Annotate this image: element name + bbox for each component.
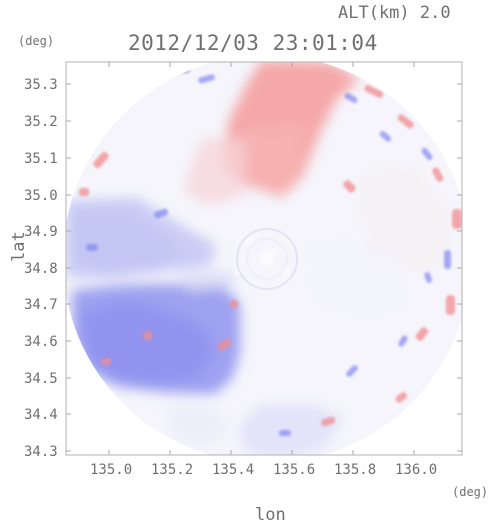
y-axis-unit: (deg) — [18, 34, 54, 48]
y-axis-ticks — [66, 83, 462, 452]
y-tick-label: 34.6 — [24, 334, 58, 350]
x-tick-label: 135.2 — [151, 462, 193, 478]
x-tick-label: 135.8 — [334, 462, 376, 478]
y-tick-label: 35.2 — [24, 114, 58, 130]
x-tick-label: 135.0 — [90, 462, 132, 478]
x-tick-labels: 135.0 135.2 135.4 135.6 135.8 136.0 — [90, 462, 437, 478]
y-tick-label: 34.7 — [24, 297, 58, 313]
y-tick-labels: 35.3 35.2 35.1 35.0 34.9 34.8 34.7 34.6 … — [24, 77, 58, 460]
y-tick-label: 34.8 — [24, 261, 58, 277]
x-axis-unit: (deg) — [452, 485, 488, 499]
radar-field — [66, 62, 462, 455]
y-tick-label: 35.0 — [24, 188, 58, 204]
y-axis-title: lat — [9, 231, 29, 262]
altitude-label: ALT(km) 2.0 — [338, 3, 451, 23]
x-axis-title: lon — [255, 505, 286, 521]
y-tick-label: 34.5 — [24, 371, 58, 387]
y-tick-label: 35.1 — [24, 151, 58, 167]
y-tick-label: 35.3 — [24, 77, 58, 93]
y-tick-label: 34.4 — [24, 407, 58, 423]
x-axis-ticks — [108, 62, 415, 455]
plot-frame — [65, 61, 463, 456]
x-tick-label: 135.6 — [273, 462, 315, 478]
x-tick-label: 135.4 — [212, 462, 254, 478]
y-tick-label: 34.3 — [24, 444, 58, 460]
y-tick-label: 34.9 — [24, 224, 58, 240]
datetime-title: 2012/12/03 23:01:04 — [128, 31, 378, 55]
x-tick-label: 136.0 — [395, 462, 437, 478]
